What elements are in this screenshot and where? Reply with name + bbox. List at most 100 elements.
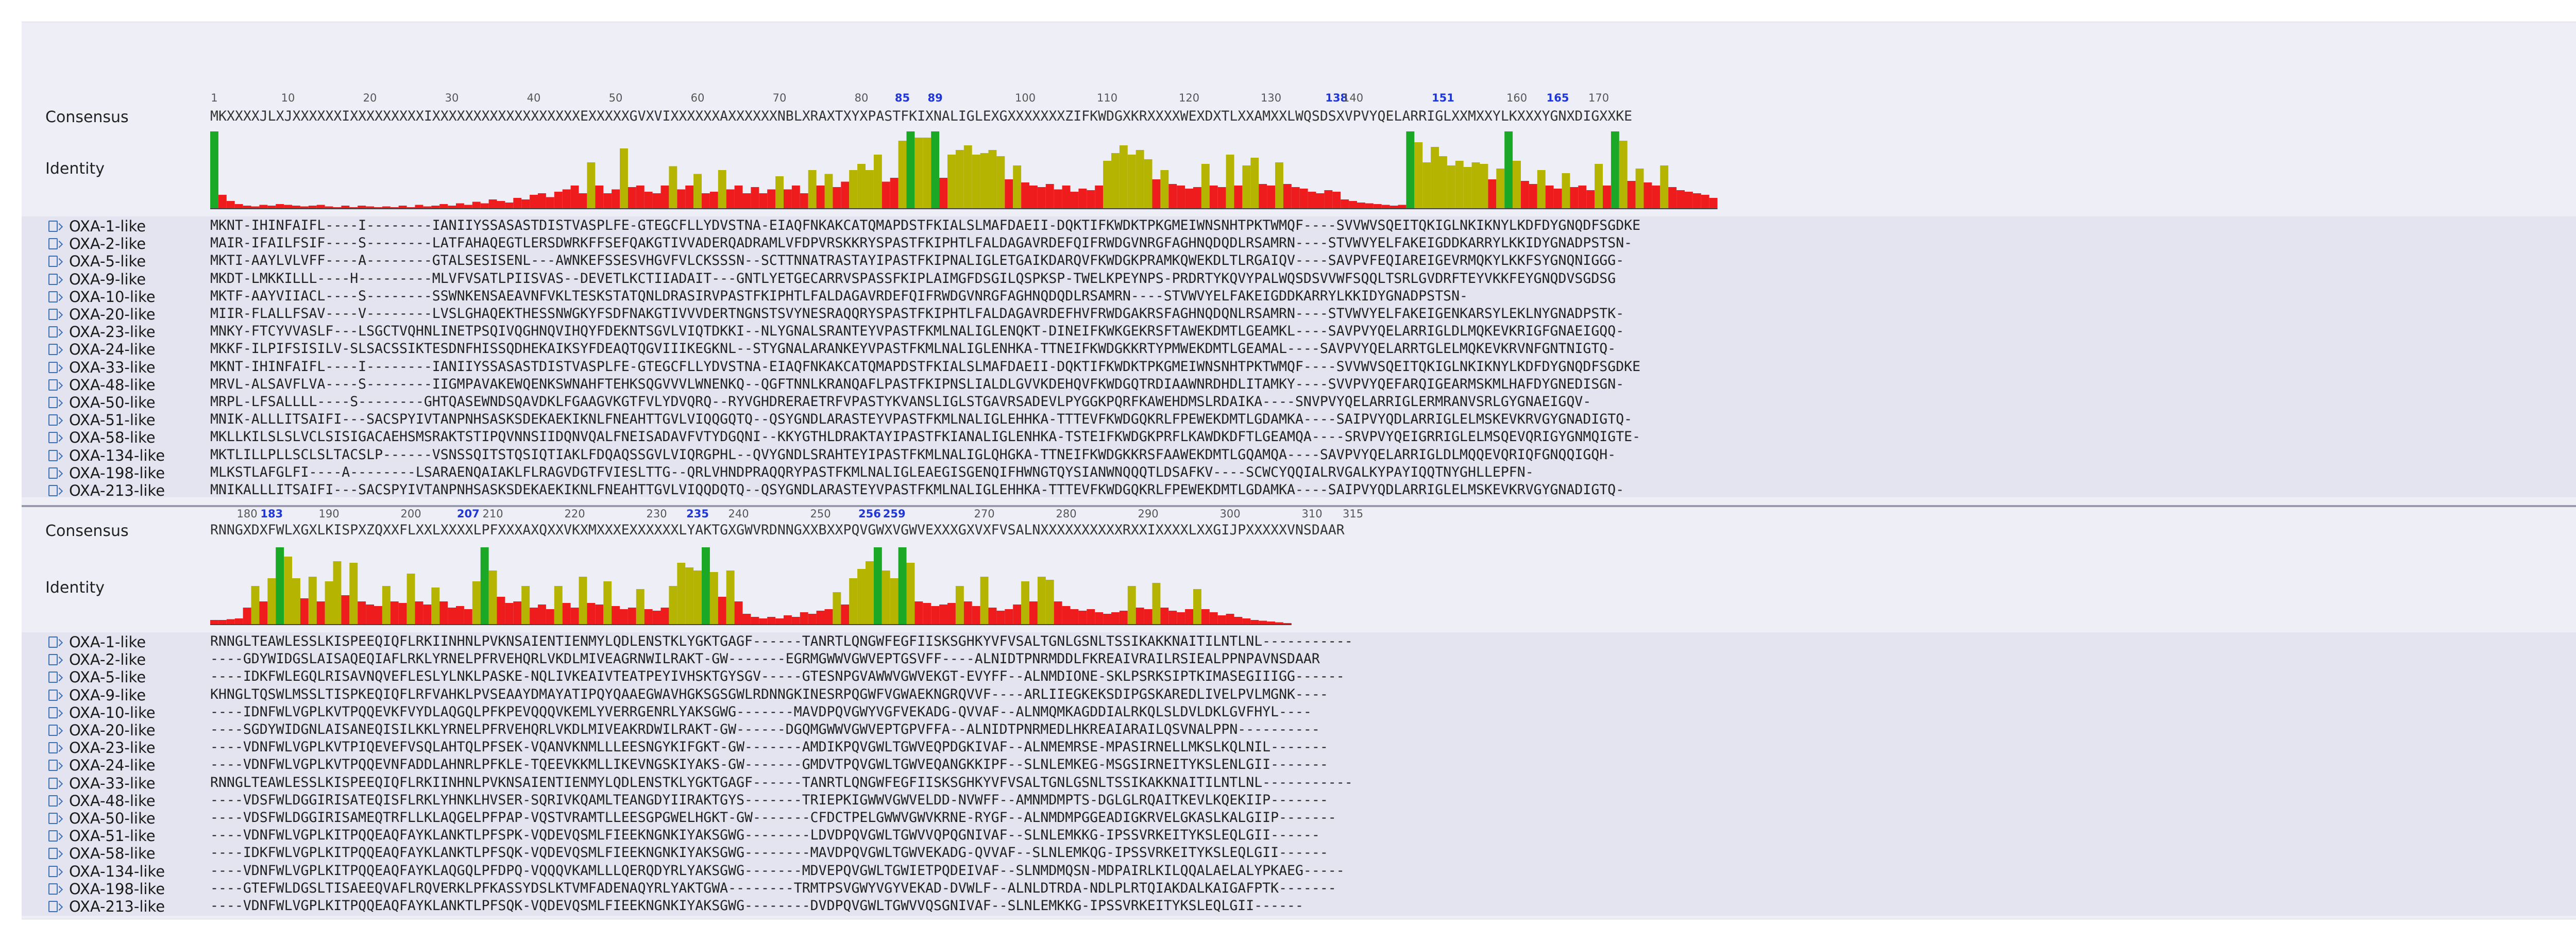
sequence-document-icon[interactable] <box>48 238 58 250</box>
sequence-name[interactable]: OXA-20-like <box>69 721 156 739</box>
sequence-name[interactable]: OXA-48-like <box>69 792 156 810</box>
identity-bar <box>1324 190 1333 209</box>
sequence-document-icon[interactable] <box>48 901 58 912</box>
sequence-document-icon[interactable] <box>48 273 58 285</box>
identity-bar <box>1521 181 1529 209</box>
sequence-document-icon[interactable] <box>48 636 58 648</box>
sequence-name[interactable]: OXA-198-like <box>69 464 165 482</box>
identity-bar <box>702 547 710 625</box>
sequence-name[interactable]: OXA-2-like <box>69 651 146 669</box>
identity-bar <box>702 193 710 209</box>
sequence-name[interactable]: OXA-24-like <box>69 757 156 775</box>
sequence-name[interactable]: OXA-5-like <box>69 668 146 686</box>
identity-bar <box>1078 611 1087 625</box>
sequence-name[interactable]: OXA-33-like <box>69 774 156 792</box>
identity-bar <box>726 189 735 209</box>
sequence-document-icon[interactable] <box>48 414 58 426</box>
sequence-document-icon[interactable] <box>48 725 58 736</box>
sequence-document-icon[interactable] <box>48 795 58 807</box>
sequence-document-icon[interactable] <box>48 654 58 666</box>
sequence-name[interactable]: OXA-134-like <box>69 862 165 880</box>
sequence-name[interactable]: OXA-50-like <box>69 810 156 827</box>
identity-bar <box>1234 186 1243 209</box>
identity-bar <box>358 206 366 209</box>
identity-bar <box>1308 192 1316 209</box>
sequence-name[interactable]: OXA-134-like <box>69 446 165 464</box>
identity-bar <box>587 162 596 209</box>
identity-bar <box>1414 142 1423 209</box>
identity-bar <box>857 164 866 209</box>
identity-bar <box>349 207 358 209</box>
sequence-document-icon[interactable] <box>48 760 58 771</box>
identity-bar <box>505 203 514 209</box>
sequence-document-icon[interactable] <box>48 221 58 232</box>
sequence-document-icon[interactable] <box>48 326 58 338</box>
sequence-name[interactable]: OXA-5-like <box>69 253 146 271</box>
sequence-document-icon[interactable] <box>48 449 58 461</box>
identity-bar <box>882 570 890 625</box>
sequence-document-icon[interactable] <box>48 777 58 789</box>
sequence-name[interactable]: OXA-24-like <box>69 341 156 359</box>
sequence-name[interactable]: OXA-51-like <box>69 411 156 429</box>
sequence-name[interactable]: OXA-2-like <box>69 235 146 253</box>
sequence-name[interactable]: OXA-213-like <box>69 898 165 915</box>
sequence-name[interactable]: OXA-48-like <box>69 376 156 394</box>
identity-bar <box>480 203 489 209</box>
identity-bar <box>1127 155 1136 209</box>
identity-bar <box>833 187 841 209</box>
identity-bar <box>316 205 325 209</box>
sequence-name[interactable]: OXA-1-like <box>69 633 146 651</box>
sequence-document-icon[interactable] <box>48 432 58 444</box>
sequence-residues: ----IDKFWLVGPLKITPQQEAQFAYKLANKTLPFSQK-V… <box>210 845 1328 861</box>
sequence-document-icon[interactable] <box>48 361 58 373</box>
identity-bar <box>1062 186 1071 209</box>
sequence-document-icon[interactable] <box>48 309 58 320</box>
sequence-name[interactable]: OXA-33-like <box>69 358 156 376</box>
sequence-name[interactable]: OXA-198-like <box>69 880 165 898</box>
identity-bar <box>841 181 850 209</box>
identity-bar <box>669 166 677 209</box>
sequence-name[interactable]: OXA-1-like <box>69 217 146 235</box>
sequence-name[interactable]: OXA-10-like <box>69 288 156 306</box>
sequence-document-icon[interactable] <box>48 379 58 391</box>
identity-bar <box>1193 589 1201 625</box>
sequence-name[interactable]: OXA-213-like <box>69 482 165 499</box>
identity-bar <box>652 193 661 209</box>
sequence-document-icon[interactable] <box>48 848 58 860</box>
sequence-name[interactable]: OXA-23-like <box>69 739 156 757</box>
sequence-name[interactable]: OXA-58-like <box>69 429 156 447</box>
sequence-document-icon[interactable] <box>48 689 58 701</box>
sequence-document-icon[interactable] <box>48 865 58 877</box>
sequence-document-icon[interactable] <box>48 707 58 718</box>
identity-bar <box>1447 165 1455 209</box>
sequence-name[interactable]: OXA-20-like <box>69 306 156 323</box>
identity-bar <box>620 148 628 209</box>
ruler-number: 151 <box>1432 92 1454 104</box>
identity-bar <box>1119 145 1128 209</box>
sequence-name[interactable]: OXA-58-like <box>69 845 156 863</box>
ruler-number: 30 <box>445 92 459 104</box>
identity-bar <box>1013 605 1022 625</box>
sequence-document-icon[interactable] <box>48 397 58 408</box>
sequence-name[interactable]: OXA-23-like <box>69 323 156 341</box>
sequence-document-icon[interactable] <box>48 256 58 267</box>
identity-bar <box>1439 156 1447 209</box>
identity-bar <box>1045 580 1054 625</box>
sequence-document-icon[interactable] <box>48 742 58 754</box>
sequence-document-icon[interactable] <box>48 291 58 303</box>
sequence-document-icon[interactable] <box>48 344 58 356</box>
sequence-name[interactable]: OXA-51-like <box>69 827 156 845</box>
sequence-name[interactable]: OXA-9-like <box>69 270 146 288</box>
sequence-document-icon[interactable] <box>48 830 58 842</box>
sequence-name[interactable]: OXA-9-like <box>69 686 146 704</box>
identity-bar <box>709 192 718 209</box>
sequence-document-icon[interactable] <box>48 813 58 824</box>
identity-bar <box>1586 190 1595 209</box>
sequence-document-icon[interactable] <box>48 672 58 683</box>
sequence-name[interactable]: OXA-10-like <box>69 703 156 721</box>
sequence-document-icon[interactable] <box>48 485 58 496</box>
sequence-document-icon[interactable] <box>48 883 58 895</box>
identity-bar <box>612 189 620 209</box>
sequence-name[interactable]: OXA-50-like <box>69 394 156 411</box>
sequence-document-icon[interactable] <box>48 467 58 479</box>
